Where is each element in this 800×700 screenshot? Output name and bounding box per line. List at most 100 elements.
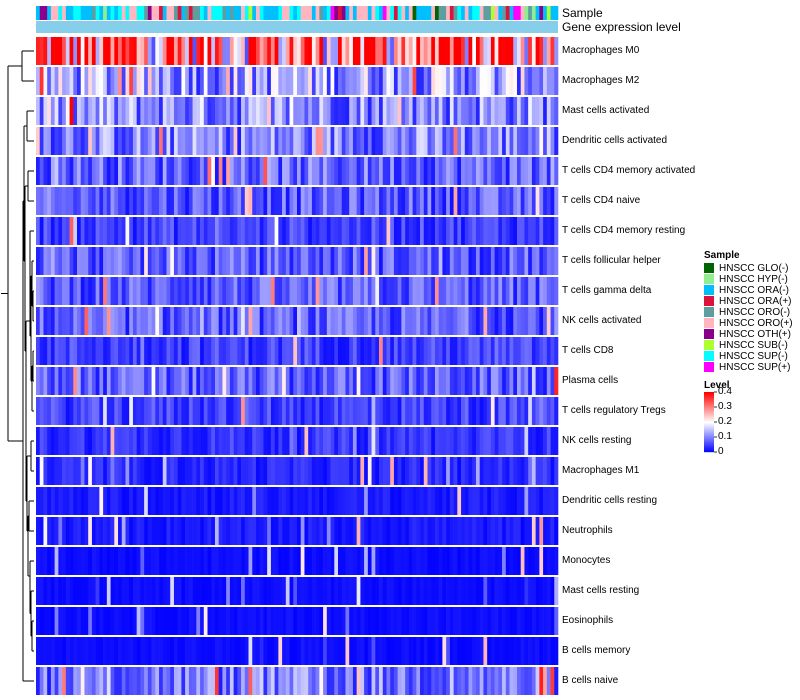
- heatmap-cell: [505, 457, 510, 485]
- heatmap-cell: [77, 607, 82, 635]
- heatmap-cell: [162, 547, 167, 575]
- heatmap-cell: [132, 97, 137, 125]
- heatmap-cell: [479, 367, 484, 395]
- heatmap-cell: [207, 187, 212, 215]
- heatmap-cell: [367, 607, 372, 635]
- heatmap-cell: [293, 127, 298, 155]
- heatmap-cell: [155, 397, 160, 425]
- heatmap-cell: [319, 67, 324, 95]
- heatmap-cell: [498, 217, 503, 245]
- heatmap-cell: [554, 277, 559, 305]
- heatmap-cell: [457, 187, 462, 215]
- heatmap-cell: [54, 577, 59, 605]
- heatmap-cell: [95, 577, 100, 605]
- heatmap-cell: [528, 37, 533, 65]
- heatmap-cell: [118, 397, 123, 425]
- heatmap-cell: [405, 187, 410, 215]
- heatmap-cell: [442, 397, 447, 425]
- heatmap-cell: [520, 217, 525, 245]
- heatmap-cell: [382, 37, 387, 65]
- heatmap-cell: [502, 457, 507, 485]
- heatmap-cell: [464, 457, 469, 485]
- heatmap-cell: [315, 637, 320, 665]
- heatmap-cell: [173, 487, 178, 515]
- heatmap-cell: [192, 517, 197, 545]
- heatmap-cell: [77, 277, 82, 305]
- heatmap-cell: [468, 397, 473, 425]
- heatmap-cell: [367, 127, 372, 155]
- heatmap-cell: [263, 337, 268, 365]
- heatmap-cell: [229, 667, 234, 695]
- heatmap-cell: [390, 67, 395, 95]
- heatmap-cell: [36, 577, 41, 605]
- heatmap-cell: [270, 247, 275, 275]
- heatmap-cell: [255, 637, 261, 665]
- heatmap-cell: [308, 97, 313, 125]
- heatmap-cell: [73, 667, 78, 695]
- heatmap-cell: [270, 427, 275, 455]
- sample-annotation-cell: [293, 6, 298, 20]
- heatmap-cell: [211, 97, 216, 125]
- heatmap-cell: [129, 427, 134, 455]
- heatmap-cell: [367, 97, 372, 125]
- heatmap-cell: [43, 277, 48, 305]
- heatmap-cell: [103, 277, 108, 305]
- heatmap-cell: [50, 427, 55, 455]
- heatmap-cell: [166, 607, 171, 635]
- heatmap-cell: [319, 607, 324, 635]
- heatmap-cell: [438, 607, 443, 635]
- heatmap-cell: [502, 517, 507, 545]
- heatmap-cell: [73, 187, 78, 215]
- heatmap-cell: [110, 187, 115, 215]
- heatmap-cell: [39, 307, 44, 335]
- heatmap-cell: [121, 97, 126, 125]
- heatmap-cell: [367, 307, 372, 335]
- heatmap-cell: [114, 397, 119, 425]
- heatmap-cell: [505, 547, 510, 575]
- heatmap-cell: [185, 97, 190, 125]
- heatmap-cell: [416, 427, 421, 455]
- heatmap-cell: [531, 247, 536, 275]
- heatmap-cell: [95, 307, 100, 335]
- heatmap-cell: [218, 217, 223, 245]
- heatmap-cell: [401, 127, 406, 155]
- heatmap-cell: [151, 427, 156, 455]
- heatmap-cell: [341, 37, 346, 65]
- heatmap-cell: [531, 517, 536, 545]
- heatmap-cell: [505, 247, 510, 275]
- heatmap-cell: [36, 157, 41, 185]
- heatmap-cell: [472, 97, 477, 125]
- heatmap-cell: [267, 217, 272, 245]
- heatmap-cell: [259, 37, 264, 65]
- heatmap-cell: [375, 667, 380, 695]
- heatmap-cell: [110, 37, 115, 65]
- heatmap-cell: [103, 547, 108, 575]
- sample-annotation-cell: [252, 6, 257, 20]
- heatmap-cell: [270, 517, 275, 545]
- heatmap-cell: [144, 217, 149, 245]
- heatmap-cell: [539, 337, 544, 365]
- heatmap-cell: [54, 157, 59, 185]
- heatmap-cell: [423, 217, 428, 245]
- heatmap-cell: [259, 127, 264, 155]
- heatmap-cell: [106, 37, 111, 65]
- heatmap-cell: [43, 637, 48, 665]
- heatmap-cell: [397, 457, 402, 485]
- heatmap-cell: [461, 247, 466, 275]
- heatmap-cell: [95, 457, 100, 485]
- heatmap-cell: [103, 427, 108, 455]
- heatmap-cell: [516, 667, 522, 695]
- heatmap-cell: [244, 457, 249, 485]
- heatmap-cell: [80, 457, 85, 485]
- heatmap-cell: [237, 277, 242, 305]
- heatmap-cell: [192, 247, 197, 275]
- heatmap-cell: [311, 307, 316, 335]
- heatmap-cell: [375, 37, 380, 65]
- heatmap-cell: [170, 457, 175, 485]
- heatmap-cell: [267, 637, 272, 665]
- heatmap-cell: [475, 397, 480, 425]
- heatmap-cell: [449, 97, 454, 125]
- heatmap-cell: [110, 307, 115, 335]
- heatmap-cell: [170, 247, 175, 275]
- heatmap-cell: [196, 487, 201, 515]
